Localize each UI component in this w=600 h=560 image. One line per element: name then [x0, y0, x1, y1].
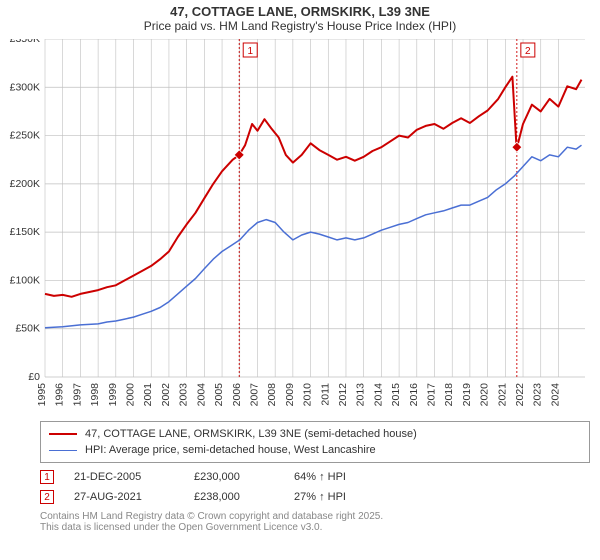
x-tick-label: 2013 [355, 383, 367, 407]
y-tick-label: £100K [10, 274, 40, 286]
x-tick-label: 2001 [142, 383, 154, 407]
svg-text:1: 1 [247, 46, 253, 57]
x-tick-label: 1999 [107, 383, 119, 407]
event-date: 27-AUG-2021 [74, 487, 174, 507]
chart-subtitle: Price paid vs. HM Land Registry's House … [0, 19, 600, 33]
y-tick-label: £200K [10, 178, 40, 190]
x-tick-label: 2010 [302, 383, 314, 407]
x-tick-label: 2019 [461, 383, 473, 407]
y-tick-label: £50K [15, 323, 40, 335]
x-tick-label: 2023 [532, 383, 544, 407]
x-tick-label: 2003 [178, 383, 190, 407]
legend-item: 47, COTTAGE LANE, ORMSKIRK, L39 3NE (sem… [49, 426, 581, 442]
chart-area: £0 £50K £100K £150K £200K £250K £300K £350K 1995… [0, 39, 588, 417]
event-price: £238,000 [194, 487, 274, 507]
x-tick-label: 2012 [337, 383, 349, 407]
x-tick-label: 2004 [195, 383, 207, 407]
legend: 47, COTTAGE LANE, ORMSKIRK, L39 3NE (sem… [40, 421, 590, 463]
x-tick-label: 2020 [479, 383, 491, 407]
x-tick-label: 2008 [266, 383, 278, 407]
x-tick-label: 2017 [426, 383, 438, 407]
y-tick-label: £250K [10, 130, 40, 142]
event-row: 1 21-DEC-2005 £230,000 64% ↑ HPI [40, 467, 590, 487]
event-row: 2 27-AUG-2021 £238,000 27% ↑ HPI [40, 487, 590, 507]
x-tick-label: 2024 [549, 383, 561, 407]
x-tick-label: 1995 [36, 383, 48, 407]
legend-item: HPI: Average price, semi-detached house,… [49, 442, 581, 458]
series-line [45, 145, 582, 328]
event-marker-box: 1 [40, 470, 54, 484]
x-tick-label: 2006 [231, 383, 243, 407]
event-table: 1 21-DEC-2005 £230,000 64% ↑ HPI 2 27-AUG-202… [40, 467, 590, 507]
x-tick-label: 1997 [71, 383, 83, 407]
legend-swatch [49, 433, 77, 435]
footnote: Contains HM Land Registry data © Crown c… [40, 511, 590, 533]
x-tick-label: 2009 [284, 383, 296, 407]
event-delta: 64% ↑ HPI [294, 467, 346, 487]
event-delta: 27% ↑ HPI [294, 487, 346, 507]
x-tick-label: 2015 [390, 383, 402, 407]
footnote-line: Contains HM Land Registry data © Crown c… [40, 511, 590, 522]
x-tick-label: 2016 [408, 383, 420, 407]
x-tick-label: 2014 [372, 383, 384, 407]
y-tick-label: £150K [10, 226, 40, 238]
event-marker-box: 2 [40, 490, 54, 504]
event-date: 21-DEC-2005 [74, 467, 174, 487]
legend-swatch [49, 450, 77, 451]
legend-label: 47, COTTAGE LANE, ORMSKIRK, L39 3NE (sem… [85, 426, 417, 442]
legend-label: HPI: Average price, semi-detached house,… [85, 442, 376, 458]
x-tick-label: 2002 [160, 383, 172, 407]
x-tick-label: 2005 [213, 383, 225, 407]
y-tick-label: £300K [10, 81, 40, 93]
chart-title: 47, COTTAGE LANE, ORMSKIRK, L39 3NE [0, 4, 600, 19]
x-tick-label: 2011 [319, 383, 331, 406]
y-tick-label: £0 [28, 371, 40, 383]
x-tick-label: 2021 [496, 383, 508, 407]
x-tick-label: 2000 [125, 383, 137, 407]
x-tick-label: 2022 [514, 383, 526, 407]
event-price: £230,000 [194, 467, 274, 487]
svg-text:2: 2 [525, 46, 531, 57]
x-tick-label: 1998 [89, 383, 101, 407]
x-tick-label: 1996 [54, 383, 66, 407]
x-tick-label: 2018 [443, 383, 455, 407]
x-tick-label: 2007 [248, 383, 260, 407]
y-tick-label: £350K [10, 39, 40, 45]
footnote-line: This data is licensed under the Open Gov… [40, 522, 590, 533]
